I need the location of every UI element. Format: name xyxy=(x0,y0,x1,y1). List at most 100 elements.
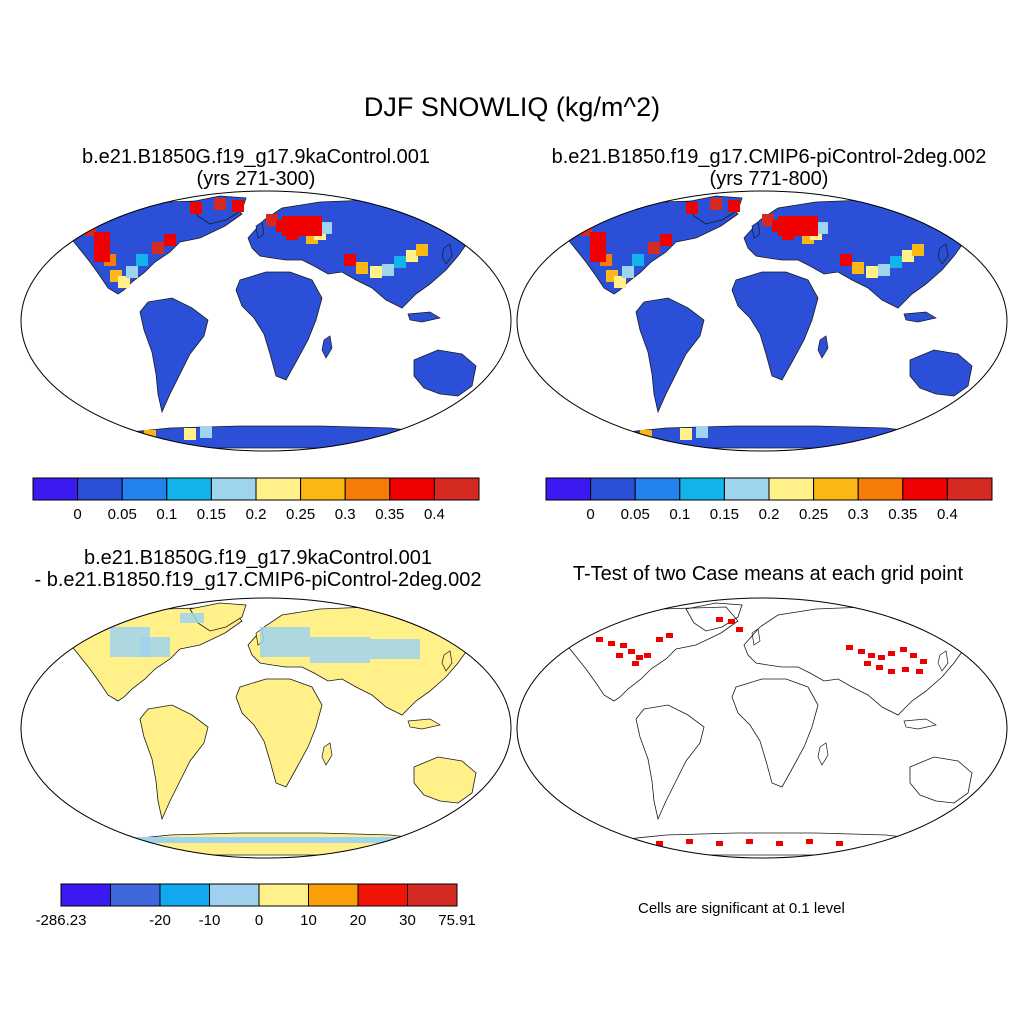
snow-cell xyxy=(728,200,740,212)
colorbar-box xyxy=(357,883,408,907)
colorbar-box xyxy=(407,883,458,907)
snow-cell xyxy=(610,432,622,444)
snow-cell xyxy=(114,432,126,444)
colorbar-tick-label: -286.23 xyxy=(35,912,87,929)
land-africa xyxy=(731,678,819,788)
significant-cell xyxy=(736,627,743,632)
snow-cell xyxy=(840,254,852,266)
snow-cell xyxy=(614,276,626,288)
colorbar-tick-label: 0 xyxy=(254,912,264,929)
snow-cell xyxy=(200,426,212,438)
snow-cell xyxy=(816,222,828,234)
snow-core xyxy=(94,232,110,262)
snow-cell xyxy=(710,198,722,210)
land-antarctica xyxy=(111,425,433,449)
negative-diff-region xyxy=(140,637,170,657)
colorbar-box xyxy=(590,477,636,501)
snow-cell xyxy=(184,428,196,440)
colorbar-box xyxy=(389,477,435,501)
colorbar-top-right xyxy=(545,477,993,501)
significant-cell xyxy=(888,669,895,674)
snow-cell xyxy=(382,264,394,276)
colorbar-tick-label: -20 xyxy=(149,912,171,929)
land-japan xyxy=(441,243,453,265)
snow-cell xyxy=(878,264,890,276)
map-border xyxy=(20,190,512,452)
panel-title-line2: (yrs 771-800) xyxy=(709,168,829,190)
land-antarctica xyxy=(111,832,433,856)
panel-title-line1: T-Test of two Case means at each grid po… xyxy=(572,563,964,585)
negative-diff-region xyxy=(120,837,420,843)
snow-cell xyxy=(866,266,878,278)
negative-diff-region xyxy=(180,613,204,623)
significant-cell xyxy=(620,643,627,648)
snow-cell xyxy=(912,244,924,256)
colorbar-tick-label: 0.25 xyxy=(798,506,829,523)
snow-cell xyxy=(126,266,138,278)
land-australia xyxy=(909,756,973,804)
land-japan xyxy=(441,650,453,672)
main-title: DJF SNOWLIQ (kg/m^2) xyxy=(363,92,661,122)
colorbar-box xyxy=(768,477,815,501)
land-indonesia xyxy=(903,718,937,730)
significant-cell xyxy=(920,659,927,664)
significant-cell xyxy=(632,661,639,666)
snow-cell xyxy=(164,234,176,246)
colorbar-box xyxy=(166,477,212,501)
colorbar-tick-label: 75.91 xyxy=(438,912,476,929)
colorbar-tick-label: 0.2 xyxy=(245,506,267,523)
snow-cell xyxy=(648,242,660,254)
significant-cell xyxy=(616,653,623,658)
land-uk xyxy=(751,628,761,646)
snow-cell xyxy=(632,254,644,266)
map-top-right xyxy=(516,190,1008,452)
land-uk xyxy=(255,221,265,239)
snow-cell xyxy=(762,214,774,226)
land-south-america xyxy=(635,297,705,414)
significant-cell xyxy=(888,651,895,656)
land-japan xyxy=(937,650,949,672)
panel-title-line1: b.e21.B1850G.f19_g17.9kaControl.001 xyxy=(81,146,431,168)
colorbar-tick-label: 0.25 xyxy=(285,506,316,523)
map-border xyxy=(516,597,1008,859)
snow-cell xyxy=(680,428,692,440)
colorbar-box xyxy=(258,883,309,907)
colorbar-tick-label: 0.05 xyxy=(107,506,137,523)
colorbar-box xyxy=(159,883,210,907)
land-indonesia xyxy=(407,311,441,323)
snow-cell xyxy=(852,262,864,274)
significant-cell xyxy=(666,633,673,638)
negative-diff-region xyxy=(310,637,370,663)
significant-cell xyxy=(716,841,723,846)
significant-cell xyxy=(900,647,907,652)
significant-cell xyxy=(728,619,735,624)
land-uk xyxy=(751,221,761,239)
land-japan xyxy=(937,243,949,265)
snow-cell xyxy=(622,266,634,278)
land-greenland xyxy=(189,602,247,632)
negative-diff-region xyxy=(260,627,310,657)
land-madagascar xyxy=(817,335,829,359)
land-madagascar xyxy=(817,742,829,766)
snow-cell xyxy=(118,276,130,288)
colorbar-tick-label: 30 xyxy=(399,912,416,929)
land-indonesia xyxy=(903,311,937,323)
snow-cell xyxy=(320,222,332,234)
map-border xyxy=(20,597,512,859)
snow-cell xyxy=(686,202,698,214)
panel-title-bottom-left: b.e21.B1850G.f19_g17.9kaControl.001 - b.… xyxy=(0,547,518,591)
snow-cell xyxy=(406,250,418,262)
significant-cell xyxy=(628,649,635,654)
significant-cell xyxy=(902,667,909,672)
colorbar-box xyxy=(679,477,725,501)
panel-title-bottom-right: T-Test of two Case means at each grid po… xyxy=(512,563,1024,585)
colorbar-box xyxy=(946,477,993,501)
snow-cell xyxy=(136,254,148,266)
panel-title-line1: b.e21.B1850.f19_g17.CMIP6-piControl-2deg… xyxy=(551,146,987,168)
significant-cell xyxy=(656,637,663,642)
panel-title-top-left: b.e21.B1850G.f19_g17.9kaControl.001 (yrs… xyxy=(10,146,502,190)
colorbar-tick-label: 0.35 xyxy=(888,506,918,523)
significant-cell xyxy=(910,653,917,658)
land-north-america xyxy=(545,606,739,702)
colorbar-top-left xyxy=(32,477,480,501)
